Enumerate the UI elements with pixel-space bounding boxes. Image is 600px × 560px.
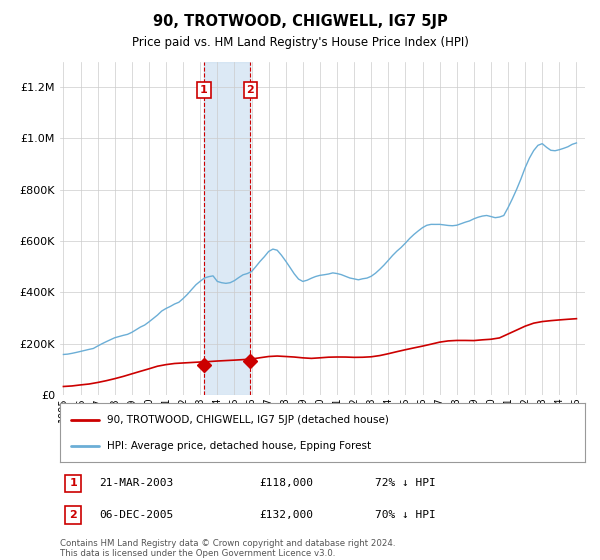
Text: HPI: Average price, detached house, Epping Forest: HPI: Average price, detached house, Eppi…: [107, 441, 371, 451]
Text: 2: 2: [69, 510, 77, 520]
Bar: [204, 62, 250, 395]
Text: 06-DEC-2005: 06-DEC-2005: [100, 510, 173, 520]
Text: 2: 2: [246, 85, 254, 95]
Text: 21-MAR-2003: 21-MAR-2003: [100, 478, 173, 488]
Text: Price paid vs. HM Land Registry's House Price Index (HPI): Price paid vs. HM Land Registry's House …: [131, 36, 469, 49]
Text: 1: 1: [200, 85, 208, 95]
Text: Contains HM Land Registry data © Crown copyright and database right 2024.
This d: Contains HM Land Registry data © Crown c…: [60, 539, 395, 558]
Text: 1: 1: [69, 478, 77, 488]
Text: 90, TROTWOOD, CHIGWELL, IG7 5JP (detached house): 90, TROTWOOD, CHIGWELL, IG7 5JP (detache…: [107, 414, 389, 424]
Text: £118,000: £118,000: [260, 478, 314, 488]
Text: 70% ↓ HPI: 70% ↓ HPI: [375, 510, 436, 520]
Text: £132,000: £132,000: [260, 510, 314, 520]
Text: 90, TROTWOOD, CHIGWELL, IG7 5JP: 90, TROTWOOD, CHIGWELL, IG7 5JP: [152, 14, 448, 29]
Text: 72% ↓ HPI: 72% ↓ HPI: [375, 478, 436, 488]
